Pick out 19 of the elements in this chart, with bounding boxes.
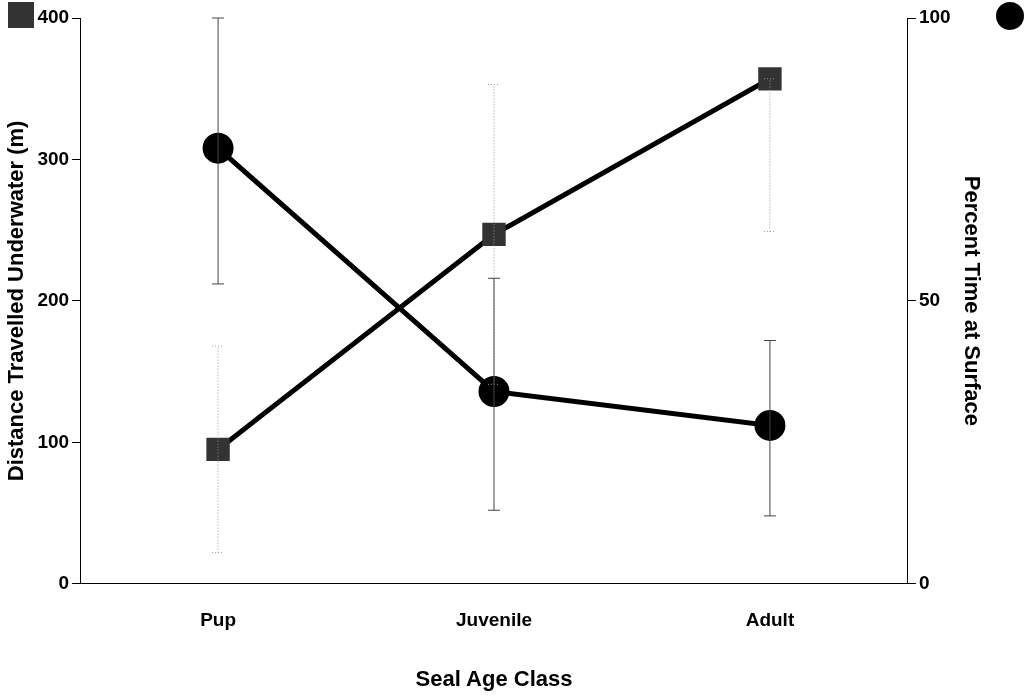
y-tick-label: 0 <box>58 572 70 594</box>
point <box>482 222 506 247</box>
point <box>754 409 786 441</box>
point <box>758 67 782 91</box>
y2-tick-label: 50 <box>918 289 941 311</box>
x-tick-label: Juvenile <box>455 609 533 631</box>
y-tick-label: 300 <box>37 147 70 169</box>
point <box>202 132 234 164</box>
y2-axis-title: Percent Time at Surface <box>959 175 985 427</box>
y2-tick-label: 0 <box>918 572 930 594</box>
y-axis-title: Distance Travelled Underwater (m) <box>3 120 29 482</box>
x-tick-label: Adult <box>745 609 795 631</box>
y-tick-label: 400 <box>37 6 70 28</box>
x-tick-label: Pup <box>200 609 237 631</box>
x-axis-title: Seal Age Class <box>415 665 573 691</box>
y-tick-label: 100 <box>37 430 70 452</box>
y2-tick-label: 100 <box>918 6 951 28</box>
y-tick-label: 200 <box>37 289 70 311</box>
point <box>206 437 230 462</box>
